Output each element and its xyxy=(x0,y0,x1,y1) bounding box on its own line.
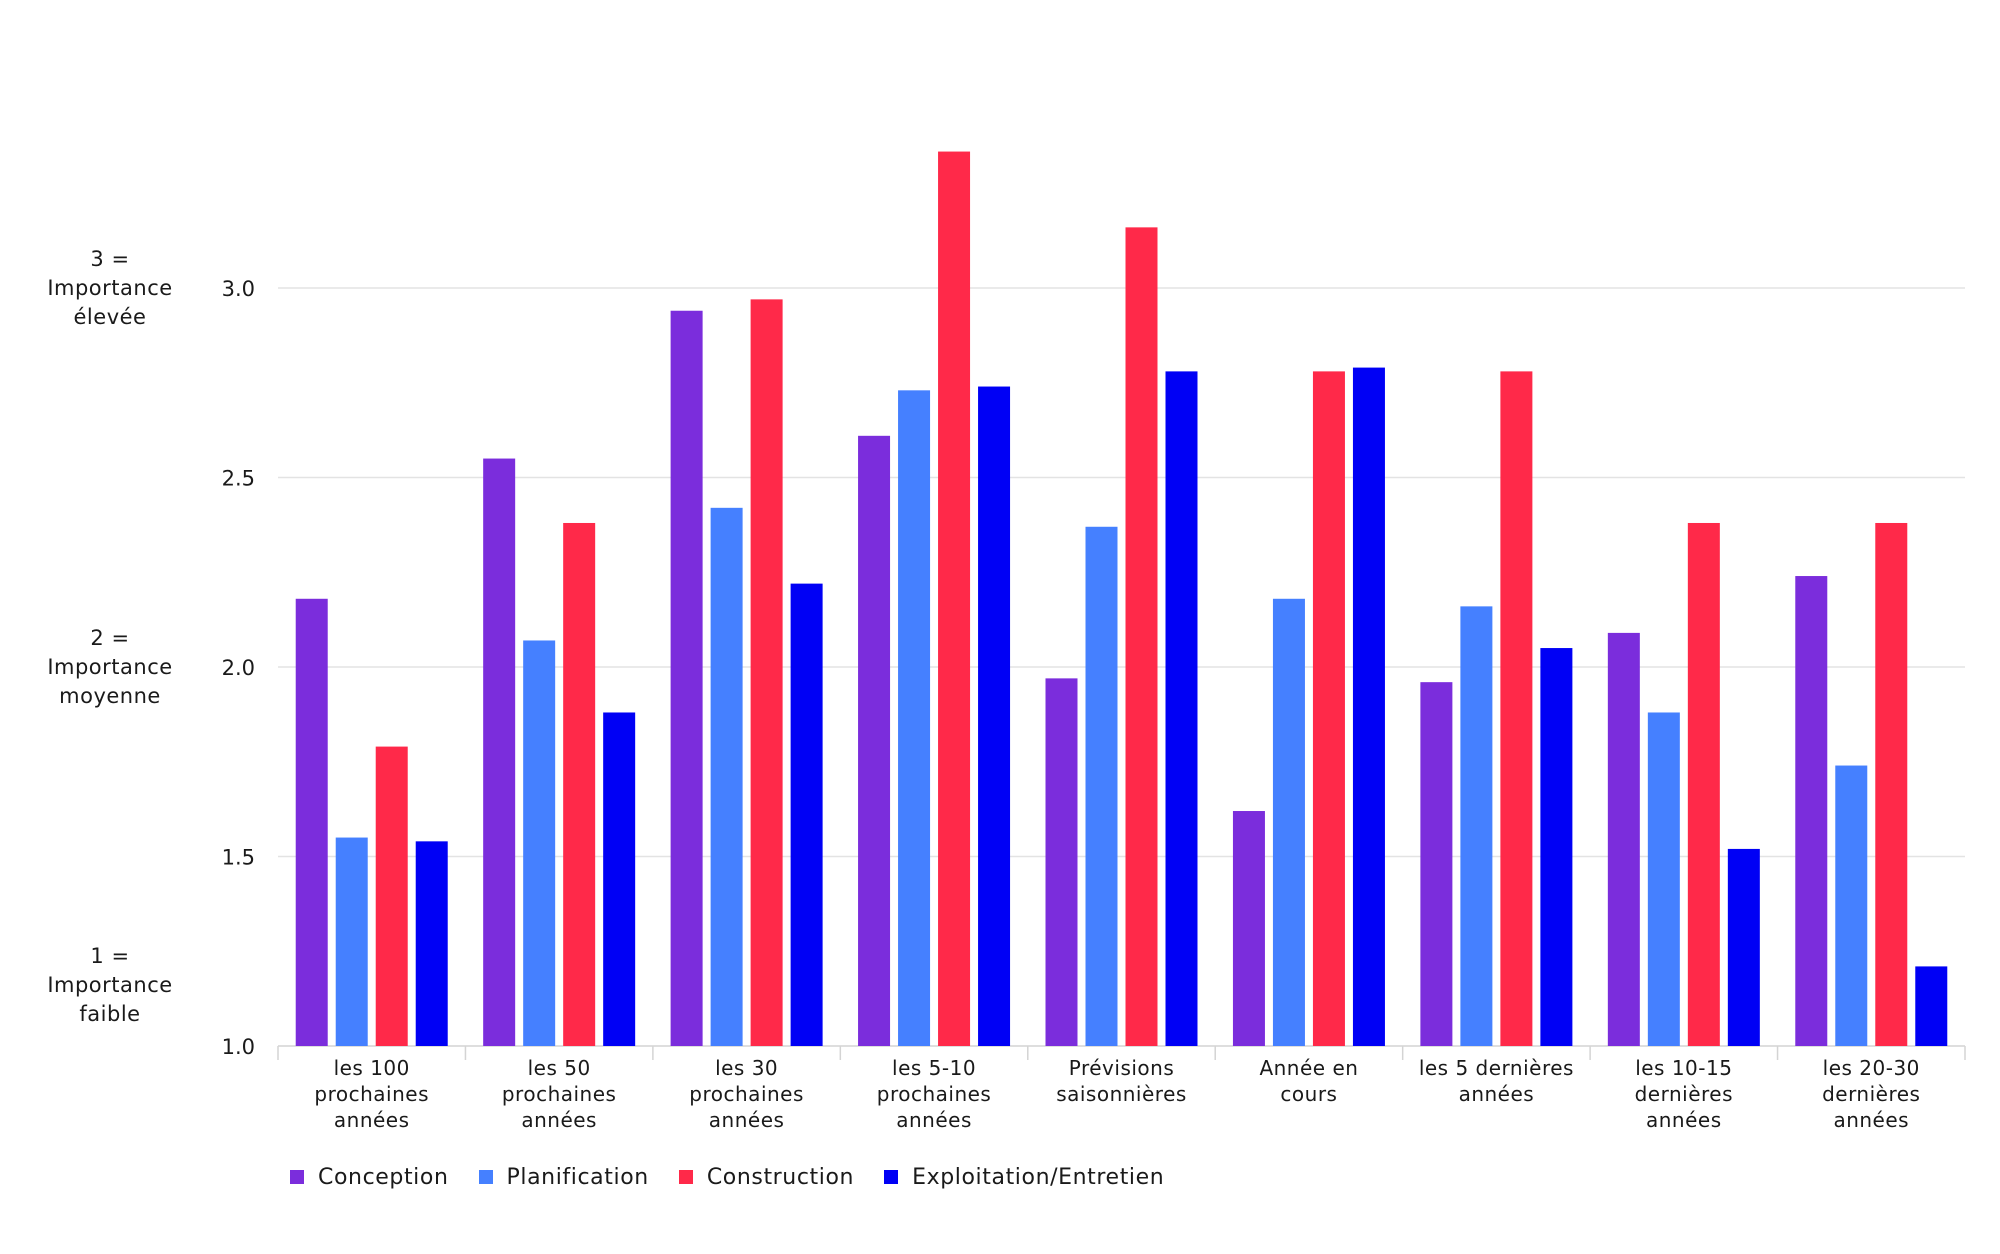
x-category-label: prochaines xyxy=(502,1082,617,1106)
bar-exploitation-entretien xyxy=(603,712,636,1046)
x-category-label: prochaines xyxy=(877,1082,992,1106)
legend-swatch xyxy=(290,1170,304,1184)
bar-exploitation-entretien xyxy=(415,841,448,1046)
side-label-line: Importance xyxy=(47,655,173,679)
bar-conception xyxy=(295,598,328,1046)
x-category-label: les 5-10 xyxy=(892,1056,976,1080)
x-category-label: les 100 xyxy=(334,1056,410,1080)
bar-construction xyxy=(1687,522,1720,1046)
bar-conception xyxy=(483,458,516,1046)
x-category-label: prochaines xyxy=(689,1082,804,1106)
bar-exploitation-entretien xyxy=(1352,367,1385,1047)
side-label-line: 1 = xyxy=(90,944,130,969)
legend-label: Exploitation/Entretien xyxy=(912,1164,1165,1190)
legend-label: Construction xyxy=(706,1164,855,1190)
bar-conception xyxy=(1045,678,1078,1046)
x-category-label: les 20-30 xyxy=(1823,1056,1920,1080)
legend-label: Planification xyxy=(506,1164,649,1190)
bar-conception xyxy=(1232,811,1265,1046)
bar-construction xyxy=(1875,522,1908,1046)
bar-planification xyxy=(1460,606,1493,1046)
bar-construction xyxy=(1312,371,1345,1046)
side-label-line: Importance xyxy=(47,973,173,998)
bar-exploitation-entretien xyxy=(978,386,1011,1046)
x-category-label: dernières xyxy=(1635,1082,1733,1106)
y-tick-label: 1.0 xyxy=(222,1035,255,1059)
x-category-label: saisonnières xyxy=(1056,1082,1187,1106)
legend-swatch xyxy=(478,1170,493,1184)
side-label-line: élevée xyxy=(73,305,147,329)
bar-planification xyxy=(898,390,931,1047)
x-category-label: les 5 dernières xyxy=(1419,1056,1574,1080)
x-category-label: années xyxy=(521,1108,597,1132)
bar-conception xyxy=(670,310,703,1046)
x-category-label: les 30 xyxy=(715,1056,778,1080)
y-tick-label: 1.5 xyxy=(222,846,255,870)
bar-construction xyxy=(1500,371,1533,1046)
bar-exploitation-entretien xyxy=(1165,371,1198,1046)
bar-conception xyxy=(1607,632,1640,1046)
x-category-label: cours xyxy=(1280,1082,1337,1106)
legend-label: Conception xyxy=(318,1164,449,1190)
bar-planification xyxy=(710,507,743,1046)
bar-construction xyxy=(938,151,971,1046)
bar-conception xyxy=(1795,576,1828,1046)
bar-exploitation-entretien xyxy=(790,583,823,1046)
side-label-line: 2 = xyxy=(90,626,130,650)
x-category-label: dernières xyxy=(1822,1082,1920,1106)
bar-planification xyxy=(1085,526,1118,1046)
x-category-label: années xyxy=(1833,1108,1909,1132)
legend-swatch xyxy=(678,1170,693,1184)
bar-exploitation-entretien xyxy=(1727,848,1760,1046)
x-category-label: prochaines xyxy=(314,1082,429,1106)
bar-exploitation-entretien xyxy=(1915,966,1948,1046)
bar-exploitation-entretien xyxy=(1540,648,1573,1046)
bar-planification xyxy=(1272,598,1305,1046)
side-label-low: 1 = Importance faible xyxy=(30,942,190,1029)
side-label-medium: 2 = Importance moyenne xyxy=(30,624,190,711)
bar-planification xyxy=(1647,712,1680,1046)
legend-swatch xyxy=(884,1170,899,1184)
bar-construction xyxy=(1125,227,1158,1047)
bar-construction xyxy=(375,746,408,1046)
bar-planification xyxy=(335,837,368,1046)
side-label-line: faible xyxy=(79,1002,141,1027)
side-label-line: moyenne xyxy=(59,684,161,708)
side-label-line: Importance xyxy=(47,276,173,300)
legend-item-construction[interactable]: Construction xyxy=(678,1164,855,1190)
bar-planification xyxy=(523,640,556,1046)
legend-item-planification[interactable]: Planification xyxy=(478,1164,649,1190)
x-category-label: années xyxy=(1646,1108,1722,1132)
bar-construction xyxy=(563,522,596,1046)
x-category-label: années xyxy=(1459,1082,1535,1106)
legend-item-exploitation-entretien[interactable]: Exploitation/Entretien xyxy=(884,1165,1164,1190)
x-category-label: les 50 xyxy=(528,1056,591,1080)
side-label-line: 3 = xyxy=(90,247,130,271)
y-tick-label: 2.0 xyxy=(222,656,255,680)
side-label-high: 3 = Importance élevée xyxy=(30,245,190,332)
x-category-label: années xyxy=(334,1108,410,1132)
y-tick-label: 3.0 xyxy=(222,277,255,301)
y-tick-label: 2.5 xyxy=(222,467,255,491)
x-category-label: années xyxy=(896,1108,972,1132)
bar-construction xyxy=(750,299,783,1046)
x-category-label: Année en xyxy=(1259,1056,1358,1080)
bar-conception xyxy=(858,435,891,1046)
x-category-label: les 10-15 xyxy=(1635,1056,1732,1080)
x-category-label: Prévisions xyxy=(1069,1056,1175,1080)
bar-planification xyxy=(1835,765,1868,1046)
legend: Conception Planification Construction Ex… xyxy=(290,1157,1194,1197)
bar-conception xyxy=(1420,682,1453,1046)
x-category-label: années xyxy=(709,1108,785,1132)
legend-item-conception[interactable]: Conception xyxy=(290,1165,449,1190)
